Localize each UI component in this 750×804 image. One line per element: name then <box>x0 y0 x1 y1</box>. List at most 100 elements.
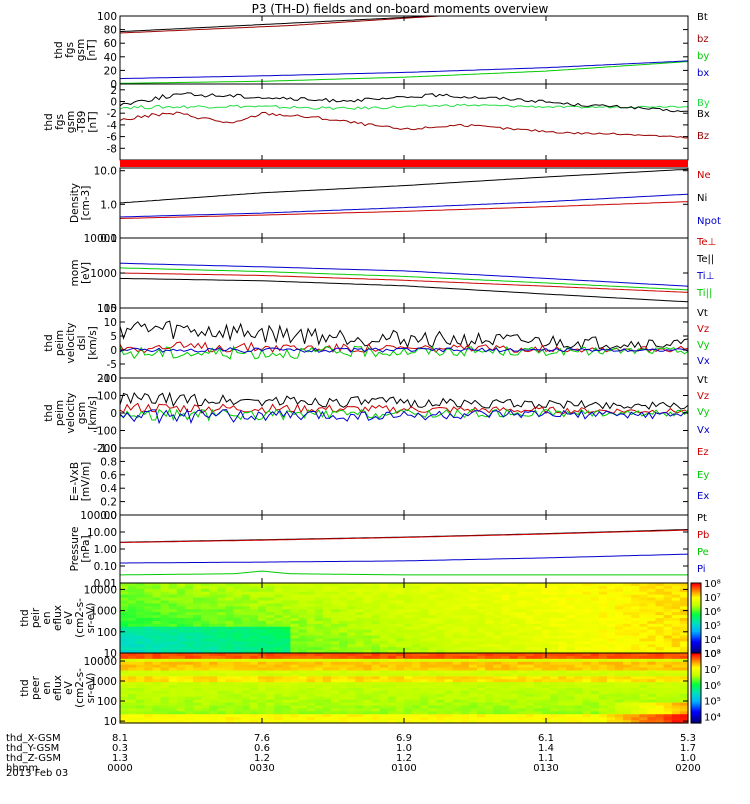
heatmap-cell <box>322 661 332 666</box>
heatmap-cell <box>266 600 275 605</box>
x-axis-value: 5.3 <box>680 733 696 744</box>
heatmap-cell <box>363 720 373 724</box>
heatmap-cell <box>355 647 365 651</box>
heatmap-cell <box>322 664 332 669</box>
heatmap-cell <box>404 688 413 692</box>
heatmap-cell <box>404 591 413 596</box>
heatmap-cell <box>477 667 486 672</box>
heatmap-cell <box>314 693 324 698</box>
heatmap-cell <box>671 650 681 654</box>
heatmap-cell <box>460 702 470 707</box>
heatmap-cell <box>257 603 267 607</box>
heatmap-cell <box>379 699 389 704</box>
heatmap-cell <box>282 635 291 640</box>
heatmap-cell <box>371 690 381 695</box>
heatmap-cell <box>501 667 511 672</box>
heatmap-cell <box>355 644 365 648</box>
heatmap-cell <box>444 693 454 698</box>
heatmap-cell <box>209 670 218 675</box>
heatmap-cell <box>428 655 438 660</box>
heatmap-cell <box>160 615 170 619</box>
heatmap-cell <box>525 603 535 607</box>
heatmap-cell <box>282 600 291 605</box>
heatmap-cell <box>347 667 356 672</box>
heatmap-cell <box>550 711 559 715</box>
heatmap-cell <box>193 655 202 660</box>
y-axis-label: thdpeimvelocitygsm[km/s] <box>43 392 99 433</box>
heatmap-cell <box>501 597 511 602</box>
heatmap-cell <box>590 696 600 701</box>
heatmap-cell <box>152 585 162 590</box>
heatmap-cell <box>347 673 356 677</box>
heatmap-cell <box>217 626 227 631</box>
heatmap-cell <box>582 606 592 610</box>
colorbar-segment <box>691 605 701 609</box>
heatmap-cell <box>144 650 154 654</box>
heatmap-cell <box>598 682 608 686</box>
heatmap-cell <box>209 583 218 587</box>
heatmap-cell <box>168 615 178 619</box>
heatmap-cell <box>412 655 421 660</box>
heatmap-cell <box>550 612 559 616</box>
heatmap-cell <box>144 673 154 677</box>
heatmap-cell <box>395 702 405 707</box>
heatmap-cell <box>314 615 324 619</box>
heatmap-cell <box>339 623 348 628</box>
heatmap-cell <box>168 641 178 645</box>
heatmap-cell <box>387 699 397 704</box>
heatmap-cell <box>655 623 665 628</box>
colorbar-segment <box>691 672 701 675</box>
heatmap-cell <box>582 676 592 680</box>
heatmap-cell <box>452 620 462 625</box>
heatmap-cell <box>590 661 600 666</box>
heatmap-cell <box>282 591 291 596</box>
heatmap-cell <box>574 600 584 605</box>
heatmap-cell <box>404 612 413 616</box>
heatmap-cell <box>493 594 502 599</box>
heatmap-cell <box>120 626 129 631</box>
heatmap-cell <box>598 615 608 619</box>
heatmap-cell <box>420 679 429 683</box>
heatmap-cell <box>468 647 478 651</box>
heatmap-cell <box>339 638 348 642</box>
heatmap-cell <box>217 647 227 651</box>
heatmap-cell <box>493 720 502 724</box>
series-line-Bz <box>119 111 689 139</box>
heatmap-cell <box>322 641 332 645</box>
heatmap-cell <box>477 594 486 599</box>
heatmap-cell <box>363 714 373 718</box>
heatmap-cell <box>533 615 543 619</box>
heatmap-cell <box>257 591 267 596</box>
heatmap-cell <box>671 632 681 637</box>
heatmap-cell <box>184 591 194 596</box>
heatmap-cell <box>209 690 218 695</box>
heatmap-cell <box>412 615 421 619</box>
heatmap-cell <box>249 612 259 616</box>
legend-entry: Ni <box>697 193 707 204</box>
heatmap-cell <box>550 623 559 628</box>
heatmap-cell <box>160 597 170 602</box>
heatmap-cell <box>387 597 397 602</box>
heatmap-cell <box>266 658 275 663</box>
heatmap-cell <box>241 720 251 724</box>
heatmap-cell <box>298 650 308 654</box>
series-line-Vx <box>119 408 689 425</box>
heatmap-cell <box>582 661 592 666</box>
heatmap-cell <box>160 641 170 645</box>
colorbar-segment <box>691 600 701 603</box>
heatmap-cell <box>217 670 227 675</box>
heatmap-cell <box>241 676 251 680</box>
heatmap-cell <box>257 597 267 602</box>
heatmap-cell <box>298 682 308 686</box>
colorbar-segment <box>691 702 701 705</box>
heatmap-cell <box>257 658 267 663</box>
heatmap-cell <box>330 620 340 625</box>
heatmap-cell <box>144 658 154 663</box>
heatmap-cell <box>395 644 405 648</box>
heatmap-cell <box>623 696 632 701</box>
heatmap-cell <box>566 702 575 707</box>
heatmap-cell <box>436 679 446 683</box>
heatmap-cell <box>209 618 218 622</box>
heatmap-cell <box>120 702 129 707</box>
heatmap-cell <box>517 696 527 701</box>
